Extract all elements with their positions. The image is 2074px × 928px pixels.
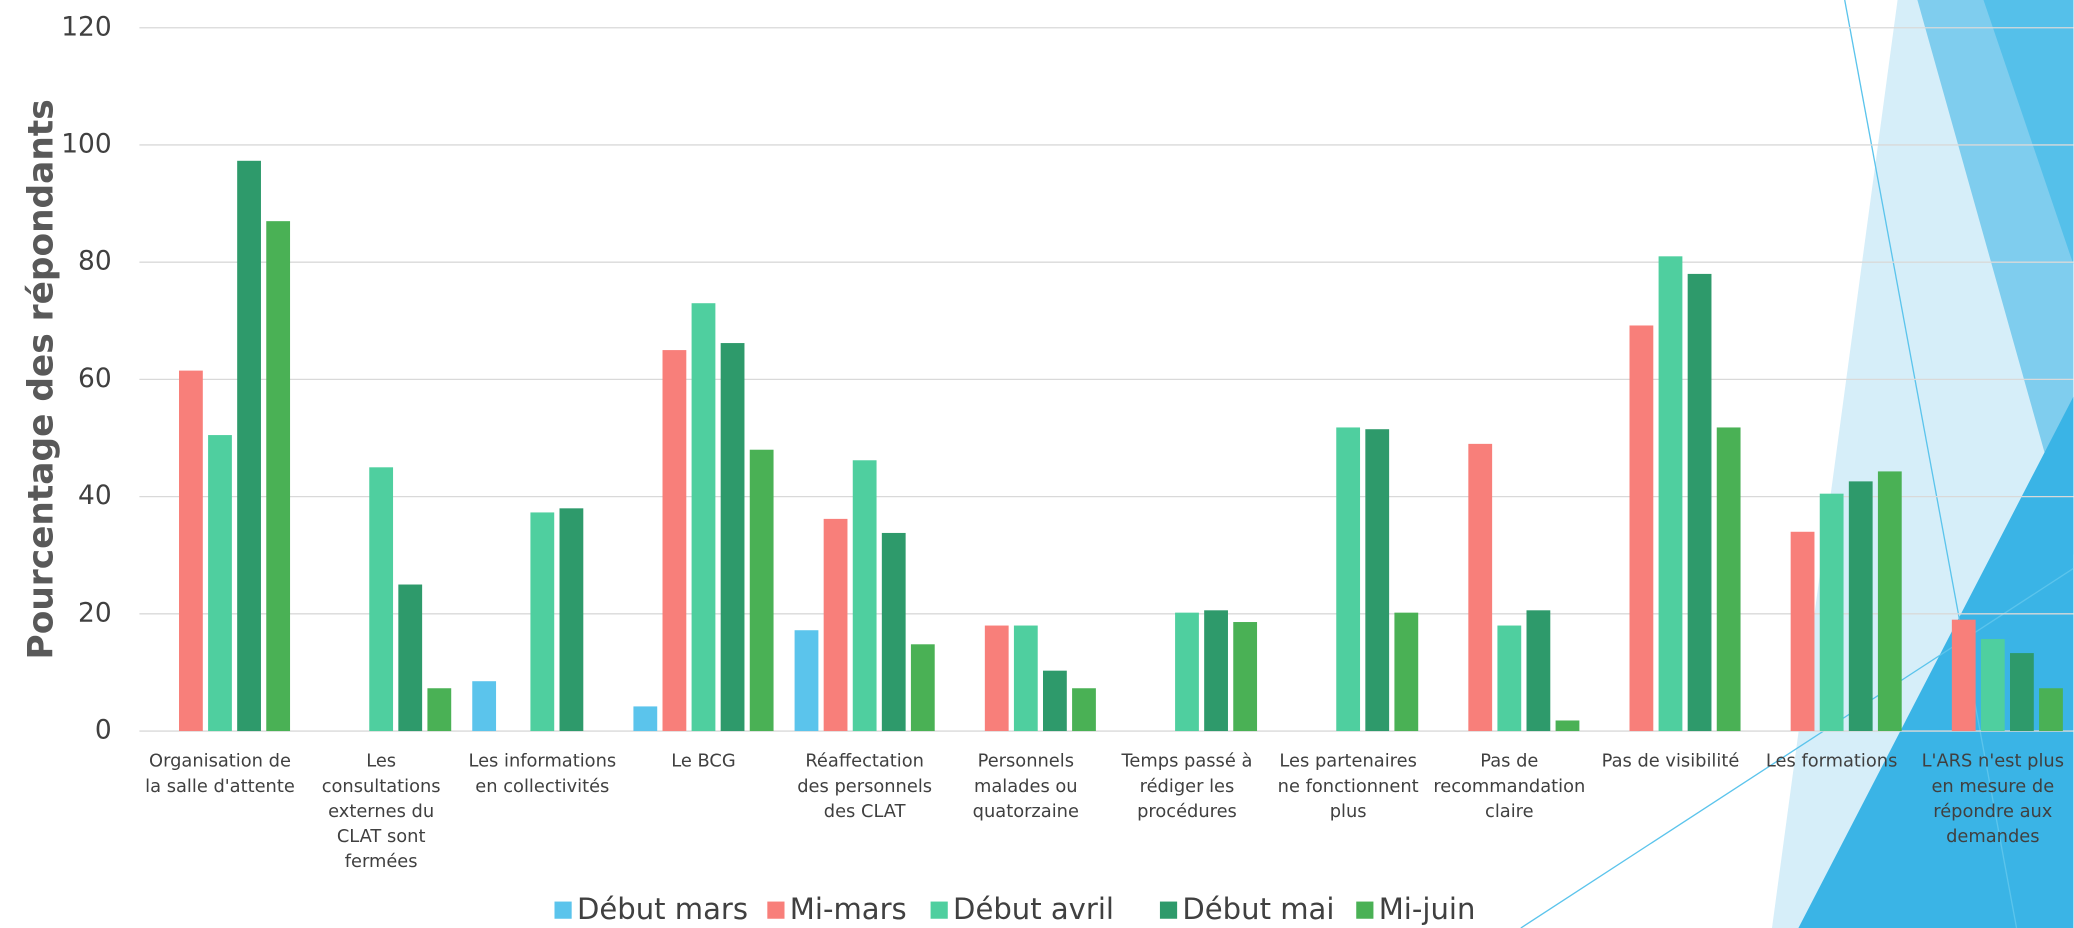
x-tick-label: Organisation de la salle d'attente — [145, 751, 295, 797]
bar — [823, 518, 848, 732]
bar — [984, 625, 1009, 732]
bar — [1716, 427, 1741, 732]
x-tick-label: Les formations — [1766, 751, 1897, 772]
bar — [208, 435, 232, 732]
bar — [1848, 481, 1873, 732]
x-tick-label: Réaffectation des personnels des CLAT — [797, 751, 932, 822]
bar — [1336, 427, 1361, 732]
bar — [369, 467, 394, 732]
y-axis-title: Pourcentage des répondants — [21, 99, 61, 659]
legend-label: Début mai — [1182, 892, 1334, 926]
bar — [1658, 256, 1683, 732]
bar — [633, 706, 658, 732]
legend-label: Mi-juin — [1379, 892, 1476, 926]
bar — [1233, 622, 1258, 732]
x-tick-label: Les partenaires ne fonctionnent plus — [1278, 751, 1419, 822]
legend-swatch — [1356, 901, 1374, 919]
legend-swatch — [1159, 901, 1178, 919]
bar — [1687, 273, 1712, 732]
y-tick-label: 120 — [61, 11, 111, 42]
bar — [559, 508, 584, 732]
x-tick-label: Temps passé à rédiger les procédures — [1121, 751, 1253, 822]
y-tick-label: 40 — [78, 480, 112, 511]
bar — [1629, 325, 1654, 732]
legend-swatch — [554, 901, 572, 919]
bar — [910, 644, 935, 732]
bar — [1951, 619, 1976, 732]
bar — [1468, 443, 1493, 732]
bar — [2010, 653, 2034, 732]
bar — [1819, 493, 1844, 732]
bar — [1365, 429, 1390, 732]
legend-label: Début mars — [577, 892, 748, 926]
y-tick-label: 60 — [78, 363, 112, 394]
bar — [691, 303, 716, 732]
legend-swatch — [930, 901, 948, 919]
x-tick-label: Pas de visibilité — [1602, 751, 1740, 772]
legend-label: Mi-mars — [790, 892, 907, 926]
bar — [662, 350, 687, 732]
bar — [1394, 612, 1419, 732]
bar — [1043, 670, 1067, 732]
bar — [472, 681, 497, 732]
y-tick-label: 80 — [78, 246, 112, 277]
bar — [179, 370, 203, 732]
x-tick-label: Les consultations externes du CLAT sont ferm… — [322, 751, 441, 872]
bar — [530, 512, 555, 732]
bar — [1980, 639, 2005, 732]
x-tick-label: Les informations en collectivités — [468, 751, 616, 797]
bar — [266, 221, 291, 732]
x-tick-label: Personnels malades ou quatorzaine — [973, 751, 1079, 822]
bar — [1877, 471, 1902, 732]
legend-swatch — [767, 901, 785, 919]
y-tick-label: 0 — [95, 715, 112, 746]
bar — [1790, 531, 1815, 732]
bar — [720, 343, 745, 732]
y-tick-label: 100 — [61, 128, 111, 159]
bar — [1013, 625, 1038, 732]
bar — [1204, 610, 1228, 732]
bar — [1526, 610, 1551, 732]
bar — [427, 688, 452, 732]
bar — [881, 532, 906, 732]
bar — [1497, 625, 1522, 732]
bar — [1072, 688, 1096, 732]
bar — [852, 460, 877, 732]
bar — [237, 160, 261, 732]
bar — [749, 449, 774, 732]
bar — [1555, 720, 1580, 732]
x-tick-label: Le BCG — [671, 751, 735, 772]
bar — [2039, 688, 2063, 732]
legend-label: Début avril — [953, 892, 1114, 926]
bar — [398, 584, 423, 732]
y-tick-label: 20 — [78, 597, 112, 628]
bar — [794, 630, 819, 732]
x-tick-label: Pas de recommandation claire — [1433, 751, 1585, 822]
bar — [1175, 612, 1199, 732]
x-tick-label: L'ARS n'est plus en mesure de répondre aux… — [1922, 751, 2064, 847]
